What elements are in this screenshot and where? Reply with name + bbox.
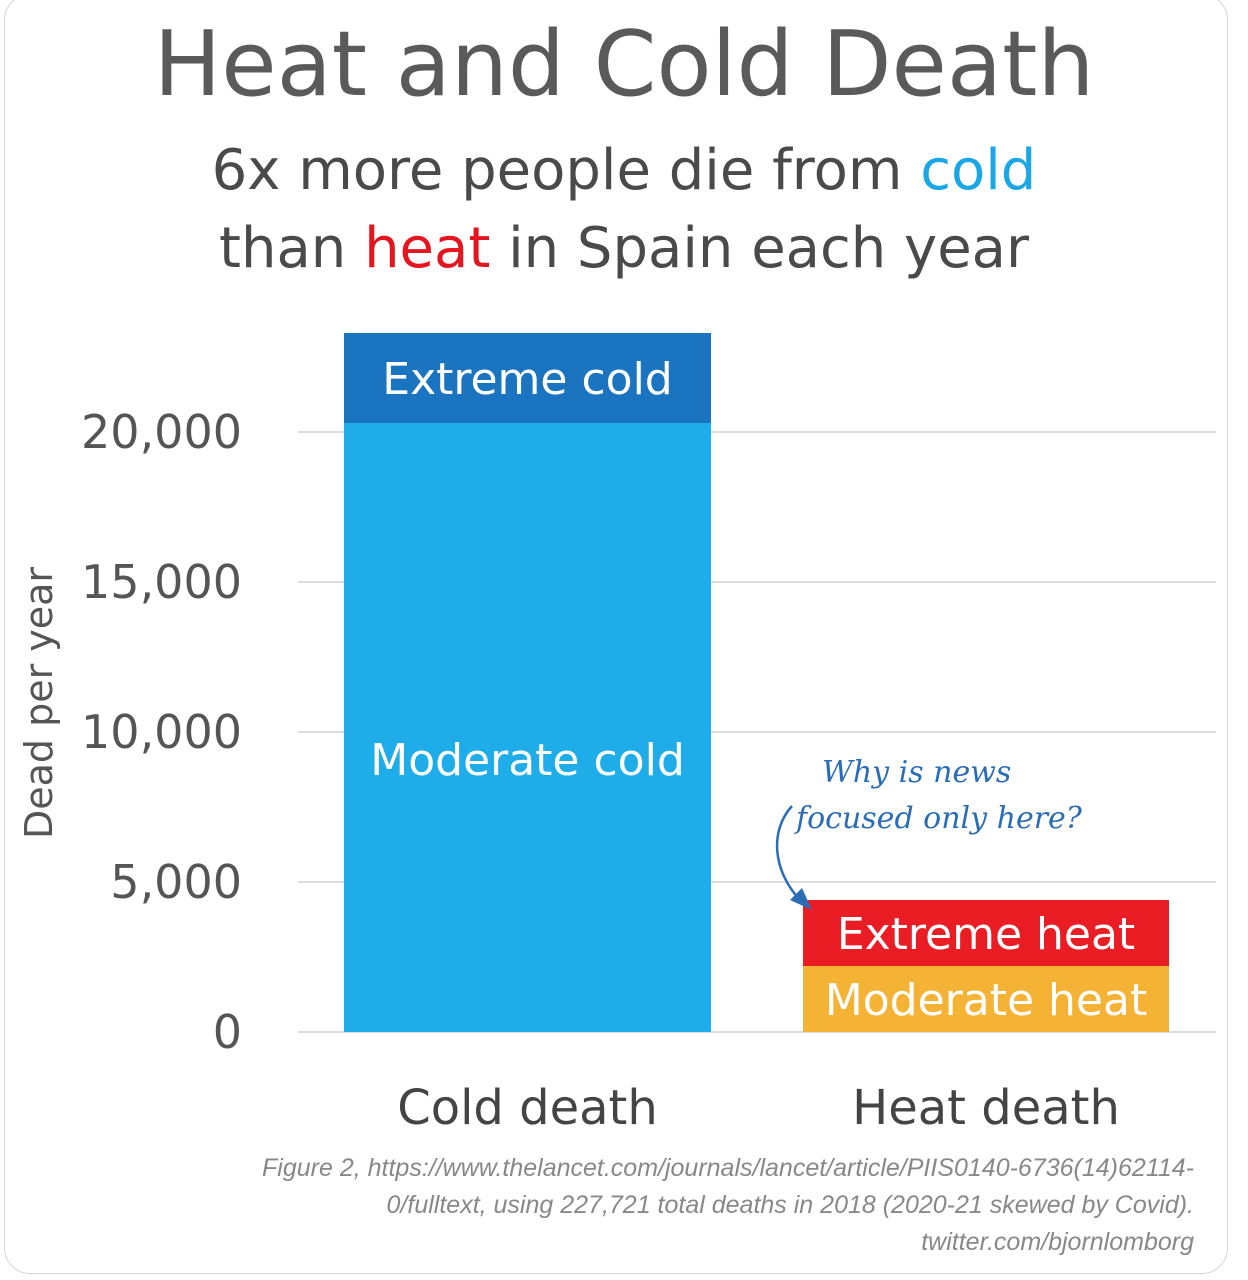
bar-segment-moderate-cold bbox=[344, 423, 711, 1032]
y-tick-label: 20,000 bbox=[81, 405, 242, 459]
source-credit: twitter.com/bjornlomborg bbox=[921, 1228, 1194, 1256]
subtitle-heat-word: heat bbox=[364, 216, 491, 281]
y-tick-label: 5,000 bbox=[110, 855, 242, 909]
bar-segment-extreme-heat bbox=[803, 900, 1169, 966]
annotation-text-line-2: focused only here? bbox=[794, 801, 1083, 836]
subtitle-cold-word: cold bbox=[920, 138, 1037, 203]
bar-segment-label: Extreme heat bbox=[837, 909, 1135, 960]
annotation-arrowhead bbox=[790, 888, 812, 910]
subtitle-text: 6x more people die from bbox=[211, 138, 921, 203]
bar-segment-label: Moderate cold bbox=[370, 735, 685, 786]
y-tick-label: 0 bbox=[213, 1005, 242, 1059]
chart-subtitle-line-2: than heat in Spain each year bbox=[0, 214, 1248, 284]
y-tick-label: 15,000 bbox=[81, 555, 242, 609]
subtitle-text: in Spain each year bbox=[490, 216, 1029, 281]
chart-subtitle-line-1: 6x more people die from cold bbox=[0, 136, 1248, 206]
annotation-arrow bbox=[775, 805, 801, 901]
source-note-line-2: 0/fulltext, using 227,721 total deaths i… bbox=[386, 1191, 1194, 1219]
subtitle-text: than bbox=[219, 216, 365, 281]
y-axis-label: Dead per year bbox=[17, 567, 61, 839]
y-tick-label: 10,000 bbox=[81, 705, 242, 759]
annotation-text-line-1: Why is news bbox=[822, 755, 1011, 790]
bar-segment-label: Moderate heat bbox=[825, 975, 1147, 1026]
x-category-label: Cold death bbox=[397, 1080, 658, 1136]
bar-segment-extreme-cold bbox=[344, 333, 711, 423]
bar-segment-moderate-heat bbox=[803, 966, 1169, 1032]
bar-chart: 0 5,000 10,000 15,000 20,000 Dead per year Mod… bbox=[17, 333, 1216, 1136]
chart-title: Heat and Cold Death bbox=[153, 12, 1095, 117]
bar-segment-label: Extreme cold bbox=[382, 354, 672, 405]
x-category-label: Heat death bbox=[852, 1080, 1120, 1136]
source-note-line-1: Figure 2, https://www.thelancet.com/jour… bbox=[262, 1154, 1194, 1182]
